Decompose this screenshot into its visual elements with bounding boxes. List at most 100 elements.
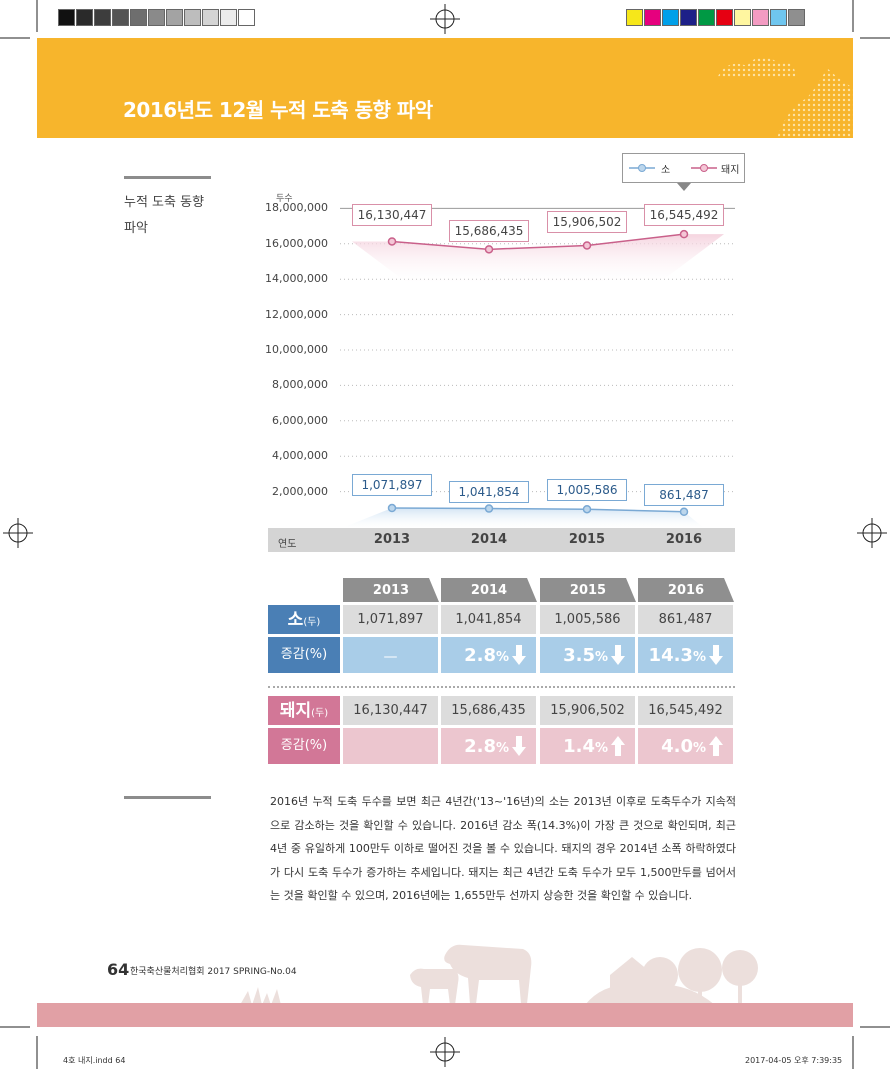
color-swatch <box>680 9 697 26</box>
gray-swatch <box>238 9 255 26</box>
table-year-header: 2015 <box>540 578 636 602</box>
legend-cow-marker <box>629 164 655 172</box>
slug-file: 4호 내지.indd 64 <box>63 1056 126 1065</box>
y-tick-label: 16,000,000 <box>265 236 328 250</box>
page-title: 2016년도 12월 누적 도축 동향 파악 <box>123 98 433 122</box>
publication-name: 한국축산물처리협회 2017 SPRING-No.04 <box>130 967 297 977</box>
cow-value-cell: 861,487 <box>638 605 733 634</box>
cow-data-label: 861,487 <box>644 484 724 506</box>
gray-swatch <box>166 9 183 26</box>
series-pig-line <box>391 233 685 251</box>
table-year-header: 2014 <box>441 578 537 602</box>
pig-value-cell: 16,130,447 <box>343 696 438 725</box>
series-pig-point <box>582 241 592 250</box>
series-cow-area <box>342 508 704 528</box>
series-pig-point <box>679 229 689 239</box>
color-swatch <box>770 9 787 26</box>
series-pig-point <box>484 245 494 254</box>
pig-value-cell: 15,906,502 <box>540 696 635 725</box>
series-cow-point <box>679 507 689 517</box>
pig-value-cell: 15,686,435 <box>441 696 536 725</box>
gray-swatch <box>76 9 93 26</box>
series-pig-point <box>387 237 397 246</box>
line-chart <box>340 207 735 528</box>
series-cow-point <box>387 503 397 513</box>
y-tick-label: 18,000,000 <box>265 201 328 215</box>
pig-change-cell <box>343 728 438 764</box>
side-section-label: 누적 도축 동향 파악 <box>124 195 205 236</box>
x-tick-label: 2015 <box>568 532 606 547</box>
cow-value-cell: 1,041,854 <box>441 605 536 634</box>
pig-change-cell: 2.8% <box>441 728 536 764</box>
y-tick-label: 10,000,000 <box>265 343 328 356</box>
header-banner: 2016년도 12월 누적 도축 동향 파악 <box>37 38 853 138</box>
y-tick-label: 2,000,000 <box>272 484 328 498</box>
legend-pig-marker <box>691 164 717 172</box>
pig-data-label: 15,686,435 <box>449 220 529 242</box>
pig-change-cell: 4.0% <box>638 728 733 764</box>
table-divider <box>268 686 735 688</box>
y-tick-label: 8,000,000 <box>272 378 328 392</box>
text-side-rule <box>124 796 211 799</box>
cow-data-label: 1,005,586 <box>547 479 627 501</box>
pig-data-label: 16,130,447 <box>352 204 432 226</box>
y-axis-label: 두수 <box>276 194 293 204</box>
cow-change-cell: — <box>343 637 438 673</box>
x-tick-label: 2014 <box>470 532 508 547</box>
x-tick-label: 2013 <box>373 532 411 547</box>
gray-swatch <box>184 9 201 26</box>
table-year-header: 2013 <box>343 578 439 602</box>
cow-change-cell: 14.3% <box>638 637 733 673</box>
color-swatch-strip <box>626 9 806 26</box>
pig-change-cell: 1.4% <box>540 728 635 764</box>
color-swatch <box>662 9 679 26</box>
series-pig-area <box>352 234 724 287</box>
dotted-cloud-decoration <box>717 56 853 138</box>
legend-pointer <box>677 183 691 191</box>
series-cow-line <box>391 507 685 513</box>
gray-swatch <box>58 9 75 26</box>
color-swatch <box>716 9 733 26</box>
pig-value-cell: 16,545,492 <box>638 696 733 725</box>
page-number: 64 <box>107 960 130 979</box>
table-year-header: 2016 <box>638 578 734 602</box>
series-cow-point <box>484 504 494 513</box>
cow-value-cell: 1,005,586 <box>540 605 635 634</box>
color-swatch <box>698 9 715 26</box>
body-paragraph: 2016년 누적 도축 두수를 보면 최근 4년간('13~'16년)의 소는 … <box>270 795 736 902</box>
pig-change-header: 증감(%) <box>268 728 340 764</box>
pig-row-header: 돼지(두) <box>268 696 340 725</box>
cow-data-label: 1,071,897 <box>352 474 432 496</box>
y-tick-label: 12,000,000 <box>265 307 328 321</box>
color-swatch <box>644 9 661 26</box>
farm-animals-silhouette <box>240 944 758 1005</box>
pig-data-label: 16,545,492 <box>644 204 724 226</box>
cow-value-cell: 1,071,897 <box>343 605 438 634</box>
y-tick-label: 6,000,000 <box>272 413 328 427</box>
legend-pig-label: 돼지 <box>721 165 740 176</box>
cow-data-label: 1,041,854 <box>449 481 529 503</box>
x-tick-label: 2016 <box>665 532 703 547</box>
y-tick-label: 4,000,000 <box>272 449 328 463</box>
chart-legend: 소 돼지 <box>622 153 745 183</box>
gray-swatch <box>130 9 147 26</box>
grayscale-swatch-strip <box>58 9 256 26</box>
cow-change-header: 증감(%) <box>268 637 340 673</box>
color-swatch <box>626 9 643 26</box>
pig-data-label: 15,906,502 <box>547 211 627 233</box>
gray-swatch <box>220 9 237 26</box>
series-cow-point <box>582 504 592 514</box>
gray-swatch <box>112 9 129 26</box>
gray-swatch <box>94 9 111 26</box>
cow-change-cell: 3.5% <box>540 637 635 673</box>
color-swatch <box>788 9 805 26</box>
cow-change-cell: 2.8% <box>441 637 536 673</box>
footer-band <box>37 1003 853 1027</box>
cow-row-header: 소(두) <box>268 605 340 634</box>
slug-timestamp: 2017-04-05 오후 7:39:35 <box>745 1056 843 1065</box>
side-rule <box>124 176 211 179</box>
color-swatch <box>752 9 769 26</box>
legend-cow-label: 소 <box>661 165 671 176</box>
x-axis-bar <box>268 528 735 552</box>
